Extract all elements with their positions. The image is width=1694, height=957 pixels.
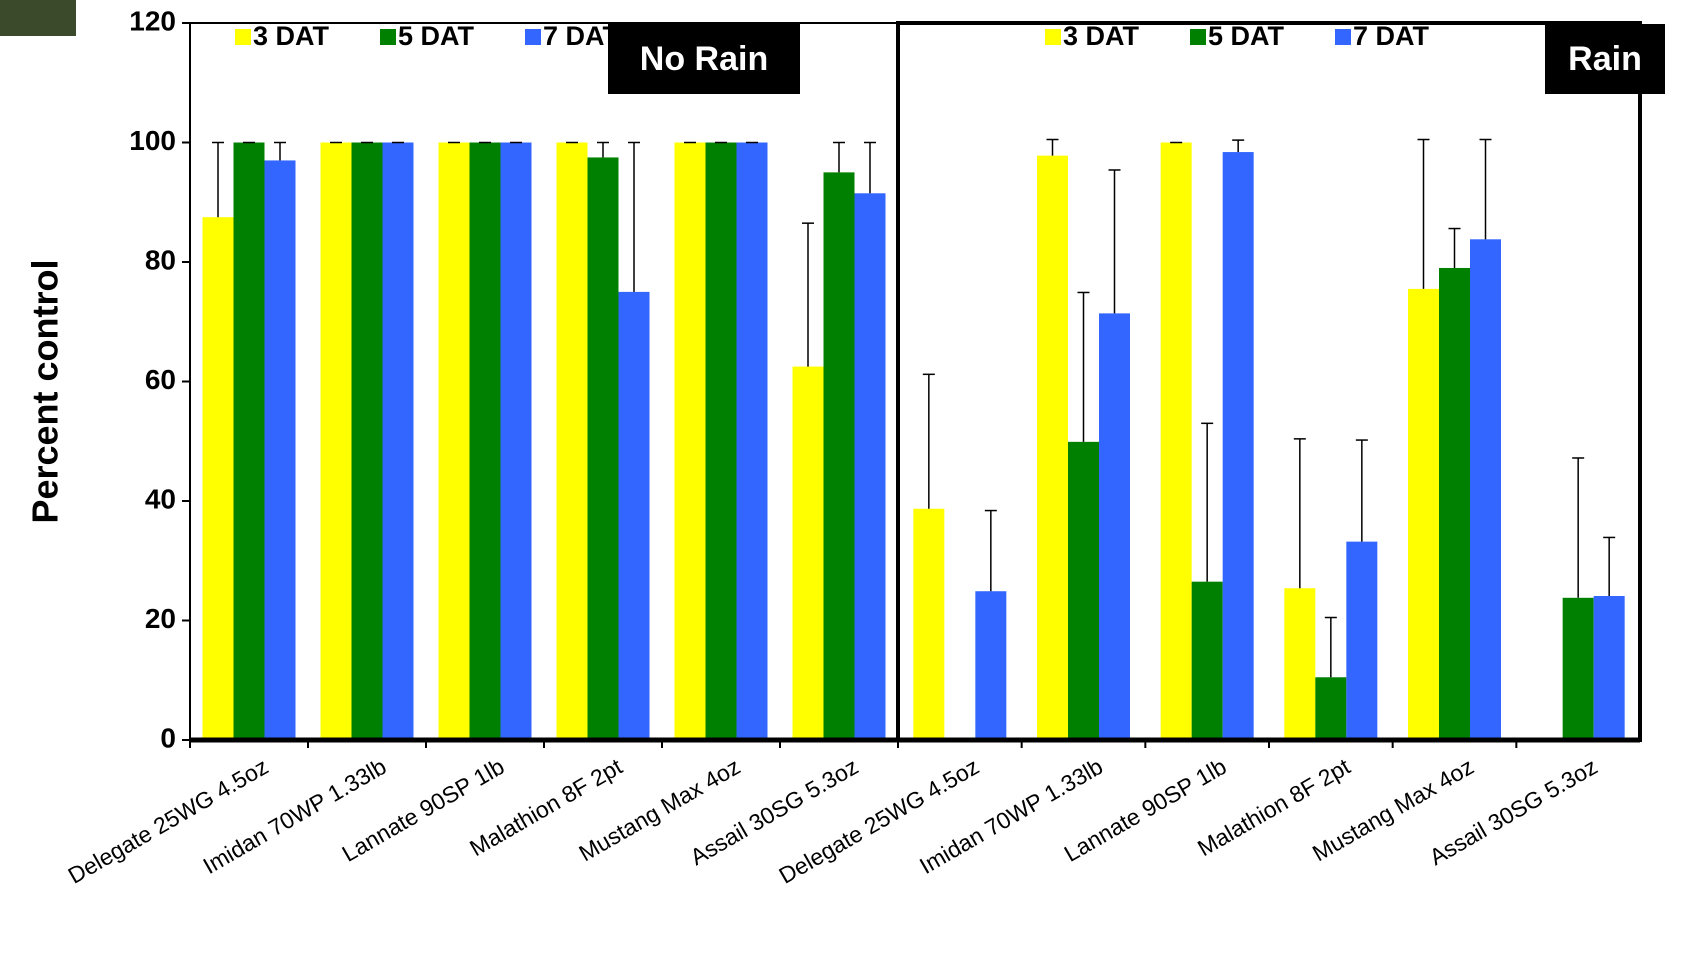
bar (675, 143, 706, 741)
legend-label: 5 DAT (398, 21, 475, 51)
error-bar (1109, 170, 1121, 313)
bar (737, 143, 768, 741)
bar (1408, 289, 1439, 740)
y-tick-label: 120 (129, 5, 176, 36)
legend-swatch (1335, 29, 1351, 45)
bar (1037, 156, 1068, 740)
bar (619, 292, 650, 740)
bar (1315, 677, 1346, 740)
error-bar (1325, 618, 1337, 678)
legend-swatch (1045, 29, 1061, 45)
error-bar (212, 143, 224, 218)
photo-fragment (0, 0, 76, 36)
error-bar (802, 223, 814, 366)
y-tick-label: 0 (160, 722, 176, 753)
bar (975, 591, 1006, 740)
legend-swatch (380, 29, 396, 45)
error-bar (1232, 140, 1244, 152)
error-bar (1294, 439, 1306, 588)
bar (439, 143, 470, 741)
bar (1594, 596, 1625, 740)
bar (557, 143, 588, 741)
page: {"chart_data": [ {"type": "bar", "annota… (0, 0, 1694, 957)
x-tick-label: Delegate 25WG 4.5oz (774, 753, 983, 889)
bar (913, 509, 944, 740)
bar (1099, 313, 1130, 740)
bar (1563, 598, 1594, 740)
error-bar (1449, 229, 1461, 268)
annotation: Rain (1568, 40, 1642, 78)
y-tick-label: 20 (145, 603, 176, 634)
bar (824, 172, 855, 740)
bar (1284, 588, 1315, 740)
bar (1068, 442, 1099, 740)
bar (1439, 268, 1470, 740)
bar (321, 143, 352, 741)
legend-label: 3 DAT (1063, 21, 1140, 51)
bar (234, 143, 265, 741)
legend-swatch (235, 29, 251, 45)
bar (855, 193, 886, 740)
error-bar (1418, 140, 1430, 289)
bar (383, 143, 414, 741)
error-bar (1078, 292, 1090, 441)
bar (1223, 152, 1254, 740)
bar (588, 157, 619, 740)
annotation: No Rain (640, 40, 768, 78)
error-bar (1480, 140, 1492, 240)
error-bar (274, 143, 286, 161)
y-axis-label: Percent control (25, 259, 66, 523)
error-bar (597, 143, 609, 158)
bar (265, 160, 296, 740)
legend-label: 5 DAT (1208, 21, 1285, 51)
legend-swatch (525, 29, 541, 45)
bar (470, 143, 501, 741)
error-bar (864, 143, 876, 194)
error-bar (1603, 537, 1615, 596)
y-tick-label: 80 (145, 244, 176, 275)
legend-swatch (1190, 29, 1206, 45)
bar (1192, 582, 1223, 740)
bar (1346, 542, 1377, 740)
bar (352, 143, 383, 741)
error-bar (985, 511, 997, 592)
y-tick-label: 40 (145, 483, 176, 514)
plot-frame (190, 23, 898, 740)
bar (793, 367, 824, 740)
bar (706, 143, 737, 741)
bar (1161, 143, 1192, 741)
y-tick-label: 100 (129, 125, 176, 156)
error-bar (1201, 423, 1213, 581)
chart: 0 20 40 60 80 100 120 Percent control Delegate 2… (0, 0, 1694, 957)
bar (203, 217, 234, 740)
legend-label: 7 DAT (1353, 21, 1430, 51)
x-tick-label: Delegate 25WG 4.5oz (64, 753, 273, 889)
y-tick-label: 60 (145, 364, 176, 395)
legend-label: 3 DAT (253, 21, 330, 51)
error-bar (1572, 458, 1584, 598)
error-bar (1047, 140, 1059, 156)
error-bar (1356, 440, 1368, 542)
plot-frame (898, 23, 1640, 740)
bar (1470, 239, 1501, 740)
error-bar (923, 374, 935, 508)
error-bar (628, 143, 640, 292)
bar (501, 143, 532, 741)
error-bar (833, 143, 845, 173)
